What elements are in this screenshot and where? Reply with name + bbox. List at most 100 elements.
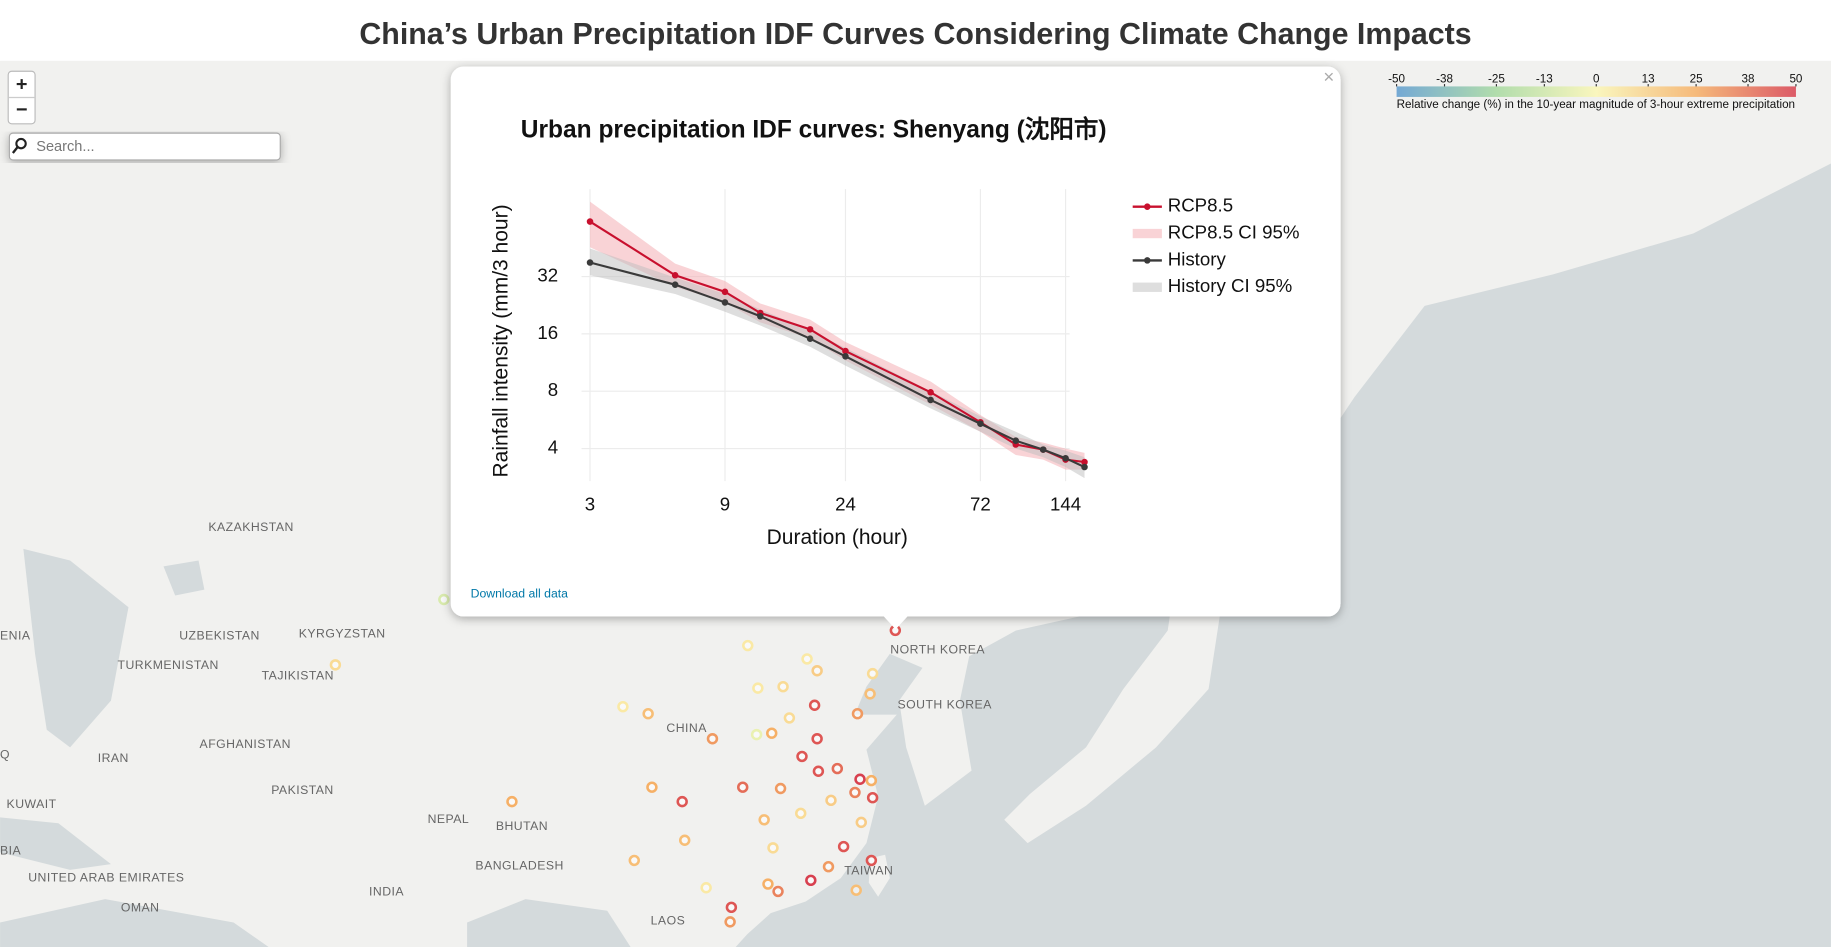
map-label: AFGHANISTAN <box>200 737 291 751</box>
popup-close[interactable]: × <box>1323 66 1334 87</box>
search-icon <box>15 137 27 150</box>
map-label: BIA <box>0 843 22 857</box>
map-label: NEPAL <box>428 812 470 826</box>
legend-label[interactable]: History CI 95% <box>1168 275 1293 296</box>
city-point[interactable] <box>762 878 774 890</box>
ci-band <box>590 248 1085 479</box>
colorbar-tick-label: -25 <box>1488 72 1505 85</box>
title-bar <box>0 0 1831 61</box>
city-point[interactable] <box>812 765 825 777</box>
city-point[interactable] <box>822 860 835 873</box>
colorbar <box>1396 86 1796 97</box>
city-point[interactable] <box>767 842 779 854</box>
series-point <box>1081 458 1088 466</box>
city-point[interactable] <box>851 707 864 720</box>
city-point[interactable] <box>808 699 821 711</box>
city-point[interactable] <box>628 854 640 867</box>
y-tick-label: 16 <box>537 322 558 343</box>
city-point[interactable] <box>854 773 866 785</box>
city-point[interactable] <box>795 807 807 820</box>
city-point[interactable] <box>752 682 764 694</box>
city-point[interactable] <box>864 688 876 700</box>
x-tick-label: 9 <box>720 494 730 515</box>
city-point[interactable] <box>329 659 342 671</box>
zoom-out[interactable]: − <box>16 99 28 121</box>
map-label: KYRGYZSTAN <box>299 626 386 640</box>
legend-swatch-dot <box>1144 203 1151 210</box>
city-point[interactable] <box>811 664 823 677</box>
city-point[interactable] <box>678 834 691 846</box>
city-point[interactable] <box>700 882 712 894</box>
city-point[interactable] <box>865 854 878 867</box>
city-point[interactable] <box>642 707 654 720</box>
city-point[interactable] <box>772 885 784 898</box>
series-point <box>1039 446 1047 453</box>
city-point[interactable] <box>777 680 789 693</box>
city-point[interactable] <box>837 840 850 853</box>
series-point <box>977 420 984 428</box>
city-point[interactable] <box>865 774 878 787</box>
map-label: SOUTH KOREA <box>898 698 993 712</box>
city-point[interactable] <box>742 639 754 652</box>
city-point[interactable] <box>737 781 749 793</box>
map-label: Q <box>0 748 10 762</box>
city-point[interactable] <box>866 667 879 680</box>
city-point[interactable] <box>831 762 844 775</box>
y-tick-label: 8 <box>548 379 558 400</box>
map-label: TURKMENISTAN <box>118 658 219 672</box>
series-point <box>1081 463 1088 471</box>
download-link[interactable]: Download all data <box>471 587 569 601</box>
map-label: BANGLADESH <box>475 859 563 873</box>
series-point <box>842 353 849 360</box>
search-box[interactable] <box>8 132 281 161</box>
map-label: INDIA <box>369 884 404 898</box>
series-point <box>806 326 814 333</box>
city-point[interactable] <box>766 727 778 739</box>
zoom-in[interactable]: + <box>16 73 28 95</box>
colorbar-tick-label: -13 <box>1536 72 1553 85</box>
city-point[interactable] <box>866 791 879 804</box>
city-point[interactable] <box>805 874 817 887</box>
city-point[interactable] <box>796 750 808 763</box>
colorbar-label: Relative change (%) in the 10-year magni… <box>1397 98 1795 111</box>
city-point[interactable] <box>849 786 861 799</box>
city-point[interactable] <box>438 593 450 606</box>
colorbar-tick-label: -38 <box>1436 72 1453 85</box>
city-point[interactable] <box>758 814 770 826</box>
search-placeholder: Search... <box>36 139 94 155</box>
city-point[interactable] <box>850 884 862 896</box>
y-axis-label: Rainfall intensity (mm/3 hour) <box>490 204 513 477</box>
legend-label[interactable]: History <box>1168 248 1227 269</box>
legend-swatch <box>1132 282 1162 292</box>
city-point[interactable] <box>646 781 658 793</box>
popup <box>450 66 1341 617</box>
colorbar-tick-label: 0 <box>1593 72 1600 85</box>
city-point[interactable] <box>801 653 813 665</box>
city-point[interactable] <box>725 901 738 914</box>
series-point <box>806 335 814 342</box>
map-label: CHINA <box>666 721 707 735</box>
city-point[interactable] <box>855 816 867 829</box>
city-point[interactable] <box>676 795 688 808</box>
city-point[interactable] <box>811 733 823 745</box>
series-point <box>927 388 934 396</box>
search-icon-handle <box>11 146 19 154</box>
city-point[interactable] <box>825 794 837 807</box>
colorbar-tick-label: 13 <box>1642 72 1655 85</box>
city-point[interactable] <box>783 712 796 724</box>
series-point <box>757 312 764 320</box>
city-point[interactable] <box>774 782 787 795</box>
city-point[interactable] <box>706 733 719 745</box>
series-point <box>586 259 594 266</box>
series-point <box>1062 454 1069 462</box>
x-axis-label: Duration (hour) <box>767 526 908 549</box>
city-point[interactable] <box>724 916 736 928</box>
colorbar-tick-label: 38 <box>1742 72 1755 85</box>
legend-label[interactable]: RCP8.5 <box>1168 195 1233 216</box>
series-point <box>927 396 934 404</box>
city-point[interactable] <box>506 795 518 808</box>
city-point[interactable] <box>617 700 629 713</box>
colorbar-tick-label: 50 <box>1789 72 1802 85</box>
city-point[interactable] <box>750 728 763 741</box>
legend-label[interactable]: RCP8.5 CI 95% <box>1168 221 1300 242</box>
